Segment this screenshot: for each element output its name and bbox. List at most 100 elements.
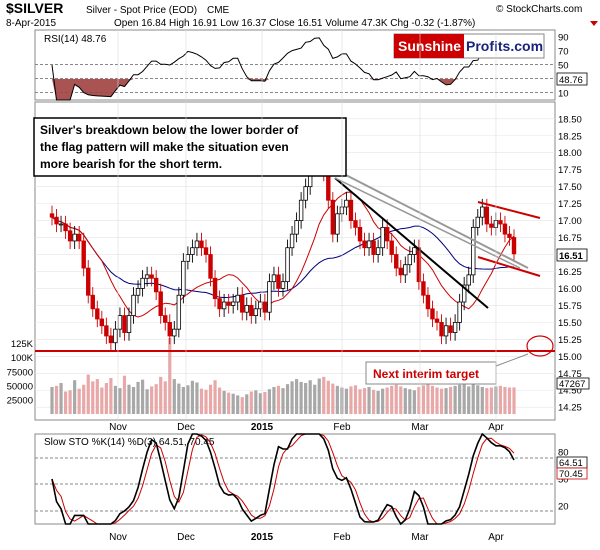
- sto-tick-label: 20: [558, 502, 569, 513]
- candle-body: [240, 294, 245, 313]
- sto-tick-label: 50: [558, 475, 569, 486]
- price-tick-label: 18.50: [558, 114, 582, 125]
- volume-bar: [349, 386, 353, 414]
- candle-body: [122, 315, 127, 333]
- volume-bar: [353, 385, 358, 414]
- annotation-line-2: the flag pattern will make the situation…: [40, 140, 289, 154]
- volume-bar: [326, 380, 330, 414]
- volume-bar: [362, 388, 367, 414]
- candle-body: [407, 254, 413, 266]
- candle-body: [262, 301, 268, 313]
- price-tick-label: 16.00: [558, 284, 582, 295]
- sto-d-box: 70.45: [559, 469, 583, 480]
- volume-bar: [177, 383, 181, 414]
- price-tick-label: 18.25: [558, 131, 582, 142]
- down-arrow-icon: [590, 21, 598, 26]
- volume-bar: [439, 388, 444, 414]
- stochastic-panel: 80 50 20 Slow STO %K(14) %D(3) 64.51, 70.4…: [34, 432, 588, 526]
- candle-body: [434, 318, 440, 323]
- candle-body: [298, 199, 304, 221]
- volume-bar: [335, 385, 339, 414]
- price-tick-label: 17.50: [558, 182, 582, 193]
- flag-lower-border: [477, 256, 541, 277]
- candle-body: [126, 315, 132, 333]
- candle-body: [249, 305, 254, 316]
- volume-bar: [399, 386, 403, 414]
- volume-bar: [240, 397, 244, 414]
- volume-bar: [322, 376, 326, 414]
- volume-bar: [299, 381, 303, 414]
- candle-body: [172, 328, 177, 337]
- volume-bar: [367, 386, 371, 414]
- volume-bar: [190, 380, 195, 414]
- price-panel: 18.50 18.25 18.00 17.75 17.50 17.25 17.00 16.75…: [7, 101, 590, 421]
- volume-bar: [208, 384, 213, 414]
- candle-body: [258, 301, 263, 310]
- sto-k-line: [51, 432, 515, 526]
- volume-bar: [476, 385, 480, 414]
- candle-body: [471, 226, 476, 276]
- volume-bar: [467, 386, 471, 414]
- candle-body: [344, 199, 349, 208]
- quote: Open 16.84 High 16.91 Low 16.37 Close 16…: [114, 18, 475, 29]
- candle-body: [285, 247, 290, 283]
- rsi-tick-label: 10: [558, 89, 569, 100]
- volume-bar: [308, 380, 312, 414]
- logo-part1: Sunshine: [398, 38, 461, 54]
- x-label-bottom: Mar: [411, 532, 429, 543]
- rsi-tick-label: 90: [558, 33, 569, 44]
- annotation-line-3: more bearish for the short term.: [40, 157, 222, 171]
- exchange: CME: [207, 5, 230, 16]
- volume-bar: [430, 385, 435, 414]
- candle-body: [140, 277, 145, 289]
- volume-bar: [458, 384, 462, 414]
- candle-body: [194, 240, 200, 249]
- price-tick-label: 18.00: [558, 148, 582, 159]
- target-label: Next interim target: [373, 367, 479, 381]
- volume-bar: [68, 390, 72, 414]
- gray-trendline-1: [339, 171, 529, 269]
- volume-bar: [448, 386, 453, 414]
- candle-body: [181, 260, 186, 296]
- candle-body: [267, 281, 272, 313]
- rsi-label: RSI(14) 48.76: [44, 34, 107, 45]
- candle-body: [366, 240, 372, 249]
- candle-body: [271, 274, 277, 283]
- volume-bar: [435, 387, 439, 414]
- candle-body: [502, 223, 508, 235]
- gray-trendline-2: [334, 177, 521, 269]
- candle-body: [95, 308, 100, 320]
- volume-bar: [358, 389, 362, 414]
- volume-bar: [272, 386, 276, 414]
- candle-body: [457, 301, 462, 323]
- candle-body: [294, 220, 299, 235]
- candle-body: [353, 220, 358, 228]
- volume-bar: [50, 386, 54, 414]
- candle-body: [394, 254, 399, 269]
- volume-bar: [91, 381, 95, 414]
- volume-bar: [127, 384, 131, 414]
- candle-body: [303, 186, 308, 201]
- candle-body: [480, 206, 485, 218]
- price-tick-label: 14.50: [558, 386, 582, 397]
- volume-bar: [294, 379, 299, 414]
- black-trendline: [334, 177, 489, 309]
- volume-bar: [471, 383, 475, 414]
- volume-bar: [503, 386, 507, 414]
- x-label-top: 2015: [251, 422, 274, 433]
- volume-bar: [150, 386, 154, 414]
- candle-body: [226, 301, 231, 306]
- candle-body: [398, 267, 403, 276]
- volume-bar: [63, 391, 68, 414]
- candle-body: [81, 240, 86, 269]
- volume-bar: [408, 389, 412, 414]
- candle-body: [158, 291, 163, 316]
- flag-upper-border: [477, 201, 541, 219]
- volume-bar: [453, 385, 457, 414]
- volume-bar: [512, 387, 516, 414]
- candle-body: [452, 321, 458, 333]
- volume-bar: [154, 384, 158, 414]
- candle-body: [113, 328, 118, 344]
- candle-body: [167, 321, 172, 337]
- volume-bar: [394, 384, 398, 414]
